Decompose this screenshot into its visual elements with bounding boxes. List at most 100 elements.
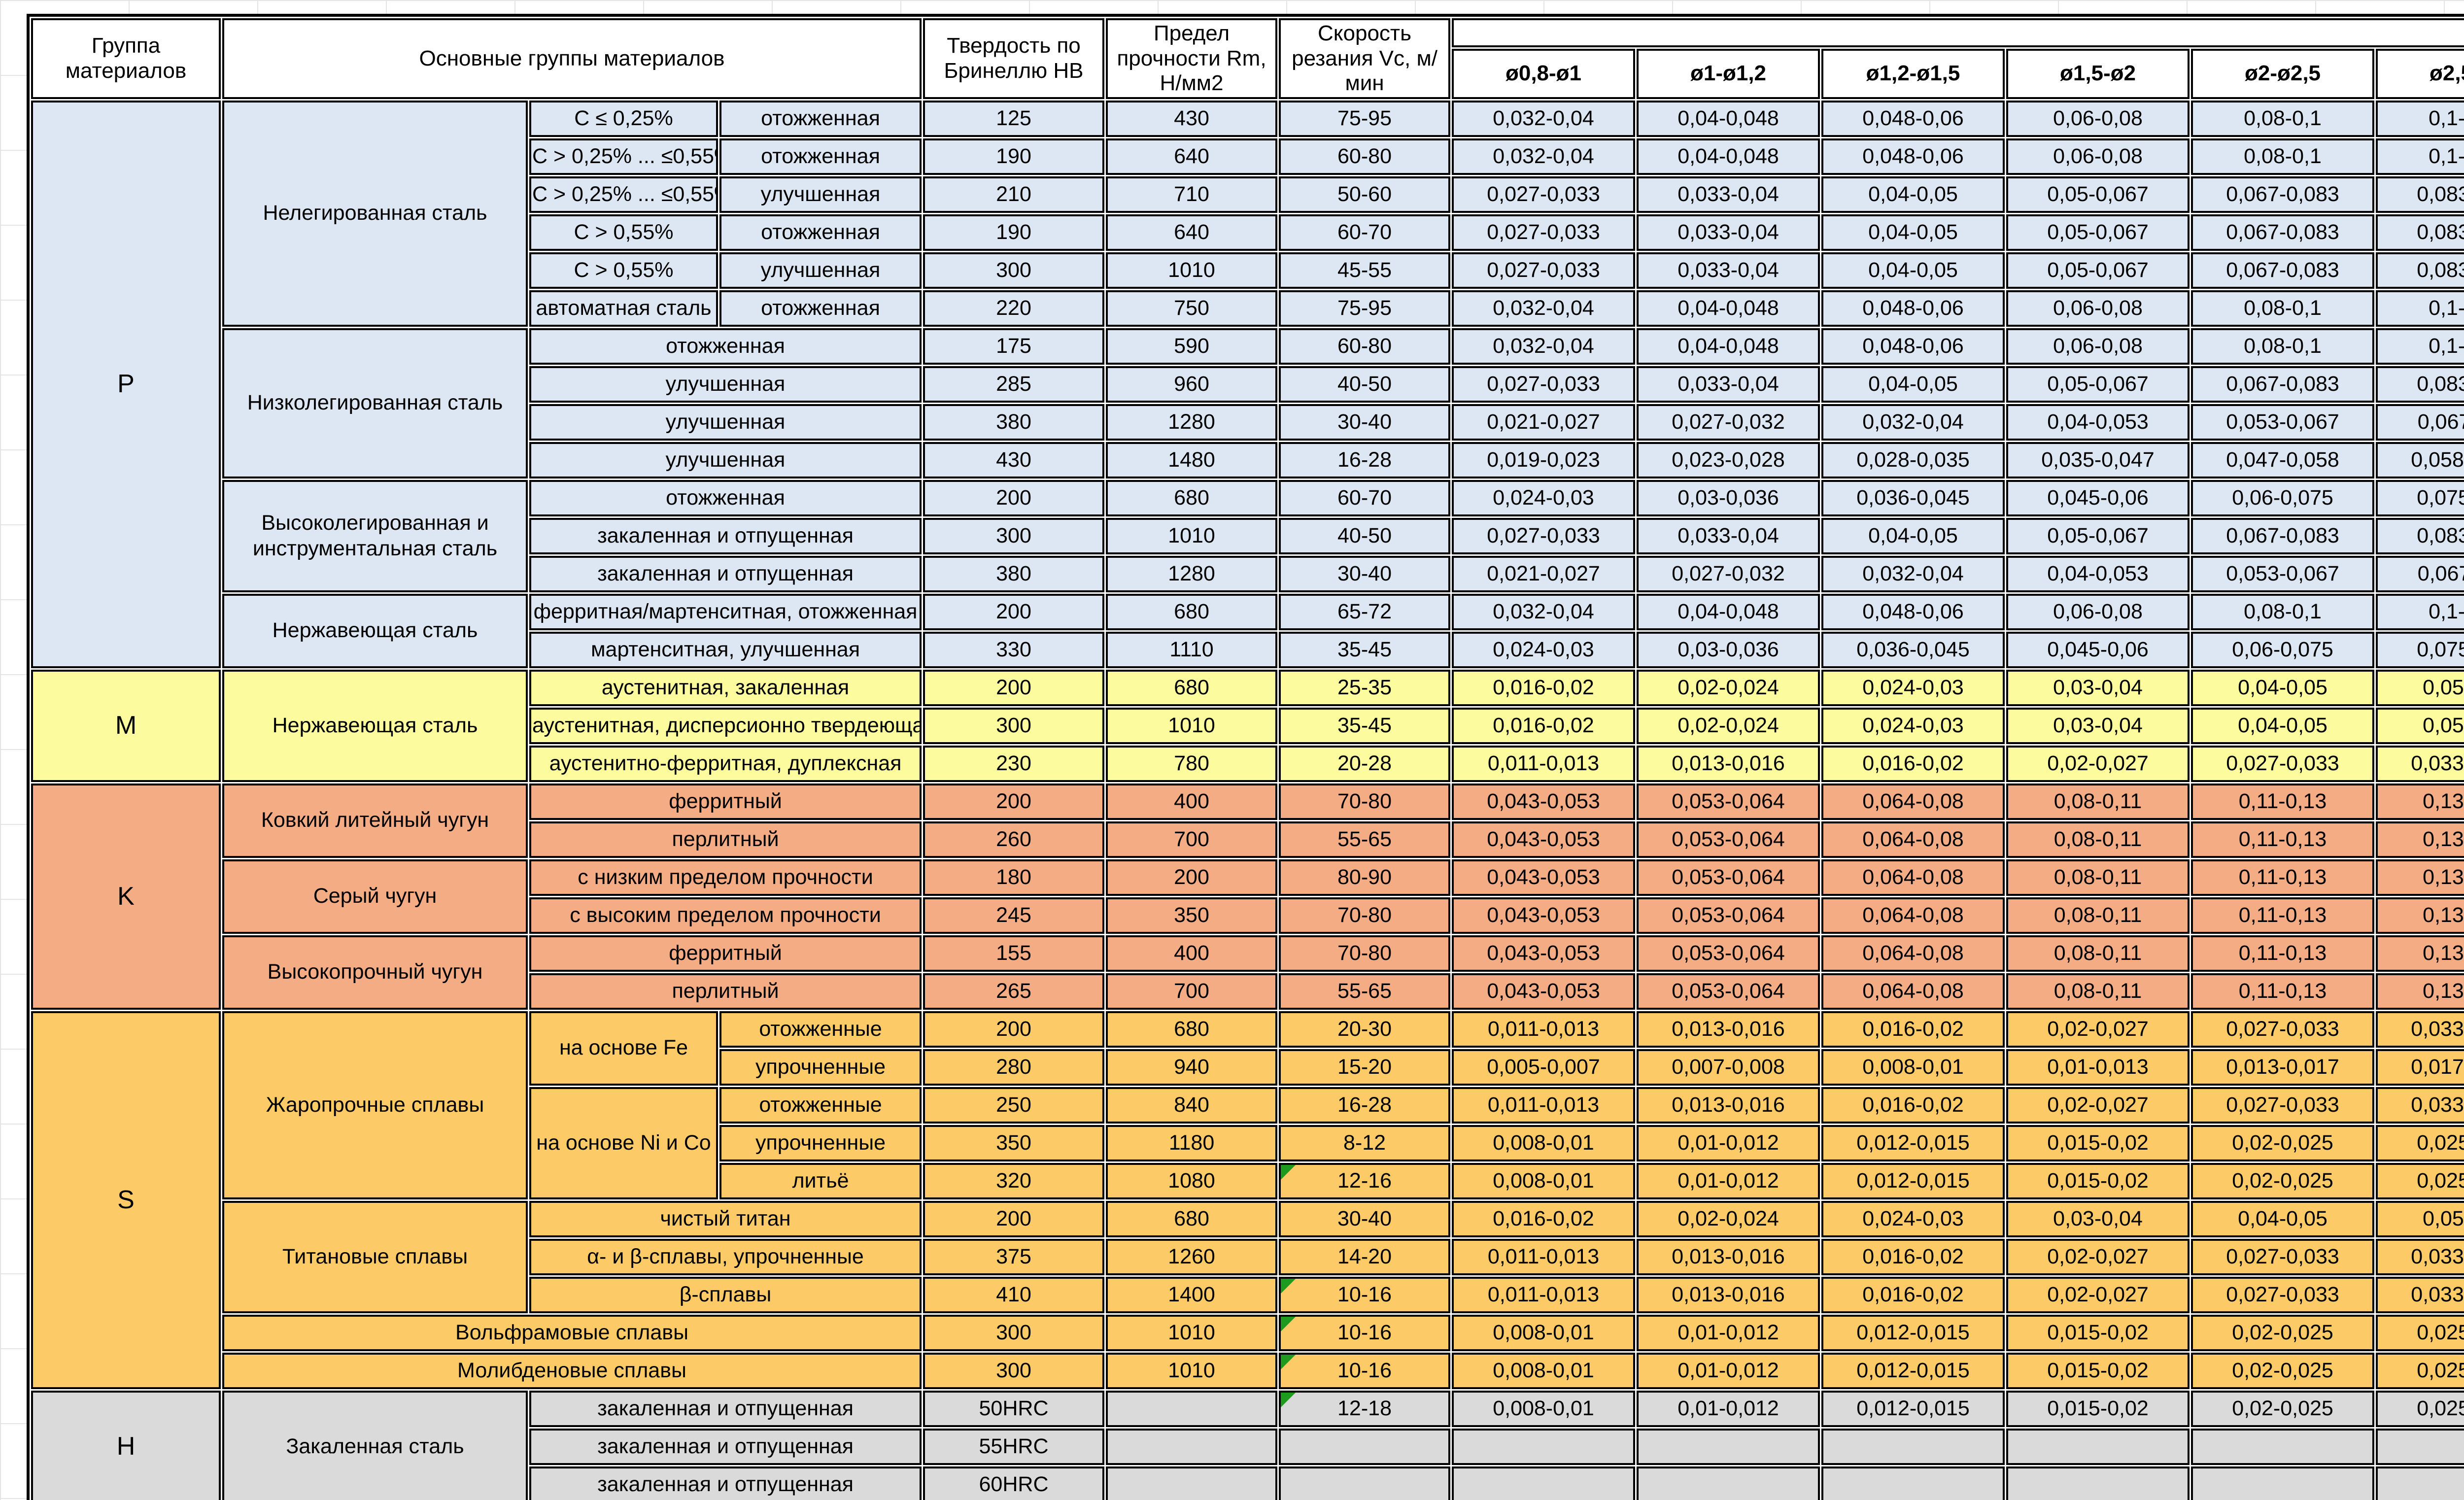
feed-cell[interactable]: 0,1-0,16 [2376, 290, 2464, 327]
feed-cell[interactable]: 0,03-0,04 [2006, 669, 2190, 706]
feed-cell[interactable]: 0,023-0,028 [1637, 442, 1820, 478]
feed-cell[interactable]: 0,025-0,04 [2376, 1314, 2464, 1351]
material-family-cell[interactable]: Нержавеющая сталь [222, 593, 528, 668]
feed-cell[interactable] [1821, 1428, 2005, 1465]
hardness-cell[interactable]: 380 [923, 555, 1105, 592]
material-subgroup-cell[interactable]: закаленная и отпущенная [529, 1466, 922, 1500]
feed-cell[interactable]: 0,011-0,013 [1452, 1276, 1636, 1313]
material-subgroup-cell[interactable]: литьё [719, 1162, 922, 1199]
feed-cell[interactable]: 0,019-0,023 [1452, 442, 1636, 478]
strength-cell[interactable]: 640 [1106, 138, 1278, 175]
strength-cell[interactable]: 680 [1106, 479, 1278, 516]
feed-cell[interactable]: 0,027-0,032 [1637, 555, 1820, 592]
feed-cell[interactable]: 0,04-0,048 [1637, 290, 1820, 327]
column-header-main-groups[interactable]: Основные группы материалов [222, 18, 922, 99]
feed-cell[interactable]: 0,008-0,01 [1452, 1314, 1636, 1351]
feed-cell[interactable]: 0,08-0,1 [2191, 593, 2375, 630]
feed-cell[interactable]: 0,027-0,033 [2191, 1011, 2375, 1048]
feed-cell[interactable]: 0,053-0,064 [1637, 973, 1820, 1010]
hardness-cell[interactable]: 380 [923, 404, 1105, 441]
speed-cell[interactable]: 16-28 [1279, 442, 1451, 478]
material-family-cell[interactable]: Нелегированная сталь [222, 100, 528, 327]
feed-cell[interactable]: 0,048-0,06 [1821, 100, 2005, 137]
feed-cell[interactable]: 0,024-0,03 [1821, 669, 2005, 706]
feed-cell[interactable]: 0,048-0,06 [1821, 138, 2005, 175]
material-family-cell[interactable]: Серый чугун [222, 859, 528, 934]
feed-cell[interactable]: 0,04-0,048 [1637, 138, 1820, 175]
hardness-cell[interactable]: 190 [923, 214, 1105, 251]
feed-cell[interactable]: 0,012-0,015 [1821, 1390, 2005, 1427]
speed-cell[interactable]: 16-28 [1279, 1087, 1451, 1124]
feed-cell[interactable]: 0,05-0,08 [2376, 707, 2464, 744]
feed-cell[interactable]: 0,08-0,11 [2006, 821, 2190, 858]
speed-cell[interactable]: 60-70 [1279, 214, 1451, 251]
material-subgroup-cell[interactable]: С > 0,55% [529, 252, 718, 289]
feed-cell[interactable]: 0,13-0,21 [2376, 973, 2464, 1010]
feed-cell[interactable]: 0,03-0,04 [2006, 1200, 2190, 1237]
feed-cell[interactable]: 0,06-0,08 [2006, 100, 2190, 137]
feed-cell[interactable]: 0,043-0,053 [1452, 973, 1636, 1010]
feed-cell[interactable]: 0,067-0,083 [2191, 176, 2375, 213]
feed-cell[interactable]: 0,021-0,027 [1452, 555, 1636, 592]
material-subgroup-cell[interactable]: отожженная [529, 328, 922, 365]
feed-cell[interactable]: 0,083-0,13 [2376, 214, 2464, 251]
feed-cell[interactable]: 0,008-0,01 [1452, 1162, 1636, 1199]
feed-cell[interactable]: 0,13-0,21 [2376, 897, 2464, 934]
feed-cell[interactable]: 0,053-0,067 [2191, 404, 2375, 441]
strength-cell[interactable]: 700 [1106, 973, 1278, 1010]
feed-cell[interactable]: 0,064-0,08 [1821, 821, 2005, 858]
material-subgroup-cell[interactable]: закаленная и отпущенная [529, 555, 922, 592]
feed-cell[interactable]: 0,008-0,01 [1452, 1352, 1636, 1389]
hardness-cell[interactable]: 220 [923, 290, 1105, 327]
material-subgroup-cell[interactable]: С ≤ 0,25% [529, 100, 718, 137]
feed-cell[interactable]: 0,048-0,06 [1821, 593, 2005, 630]
feed-cell[interactable]: 0,11-0,13 [2191, 783, 2375, 820]
column-header-speed[interactable]: Скорость резания Vc, м/мин [1279, 18, 1451, 99]
feed-cell[interactable]: 0,025-0,04 [2376, 1162, 2464, 1199]
feed-cell[interactable]: 0,11-0,13 [2191, 897, 2375, 934]
material-subgroup-cell[interactable]: β-сплавы [529, 1276, 922, 1313]
feed-cell[interactable]: 0,02-0,027 [2006, 745, 2190, 782]
feed-cell[interactable]: 0,033-0,053 [2376, 745, 2464, 782]
feed-cell[interactable]: 0,02-0,027 [2006, 1238, 2190, 1275]
feed-cell[interactable]: 0,028-0,035 [1821, 442, 2005, 478]
speed-cell[interactable]: 30-40 [1279, 404, 1451, 441]
feed-cell[interactable]: 0,011-0,013 [1452, 1087, 1636, 1124]
feed-cell[interactable]: 0,015-0,02 [2006, 1314, 2190, 1351]
material-subgroup-cell[interactable]: перлитный [529, 821, 922, 858]
feed-cell[interactable]: 0,008-0,01 [1452, 1390, 1636, 1427]
feed-cell[interactable]: 0,064-0,08 [1821, 935, 2005, 972]
feed-cell[interactable]: 0,04-0,05 [1821, 252, 2005, 289]
material-subgroup-cell[interactable]: на основе Fe [529, 1011, 718, 1086]
column-header-strength[interactable]: Предел прочности Rm, Н/мм2 [1106, 18, 1278, 99]
feed-cell[interactable]: 0,016-0,02 [1821, 1087, 2005, 1124]
feed-cell[interactable]: 0,016-0,02 [1452, 707, 1636, 744]
feed-cell[interactable]: 0,024-0,03 [1821, 707, 2005, 744]
feed-cell[interactable]: 0,064-0,08 [1821, 973, 2005, 1010]
material-subgroup-cell[interactable]: автоматная сталь [529, 290, 718, 327]
material-subgroup-cell[interactable]: с низким пределом прочности [529, 859, 922, 896]
feed-cell[interactable]: 0,012-0,015 [1821, 1162, 2005, 1199]
feed-cell[interactable]: 0,048-0,06 [1821, 328, 2005, 365]
feed-cell[interactable]: 0,053-0,064 [1637, 821, 1820, 858]
feed-cell[interactable]: 0,053-0,064 [1637, 859, 1820, 896]
speed-cell[interactable]: 8-12 [1279, 1125, 1451, 1161]
feed-cell[interactable]: 0,064-0,08 [1821, 783, 2005, 820]
feed-cell[interactable]: 0,033-0,053 [2376, 1238, 2464, 1275]
feed-cell[interactable]: 0,01-0,012 [1637, 1390, 1820, 1427]
feed-cell[interactable]: 0,08-0,11 [2006, 783, 2190, 820]
material-subgroup-cell[interactable]: отожженная [529, 479, 922, 516]
feed-cell[interactable]: 0,05-0,067 [2006, 176, 2190, 213]
strength-cell[interactable]: 200 [1106, 859, 1278, 896]
hardness-cell[interactable]: 300 [923, 517, 1105, 554]
strength-cell[interactable]: 700 [1106, 821, 1278, 858]
strength-cell[interactable] [1106, 1390, 1278, 1427]
material-subgroup-cell[interactable]: улучшенная [529, 366, 922, 403]
feed-cell[interactable]: 0,048-0,06 [1821, 290, 2005, 327]
material-subgroup-cell[interactable]: упрочненные [719, 1125, 922, 1161]
feed-cell[interactable]: 0,1-0,16 [2376, 328, 2464, 365]
feed-cell[interactable]: 0,02-0,027 [2006, 1276, 2190, 1313]
feed-cell[interactable]: 0,04-0,05 [2191, 707, 2375, 744]
material-subgroup-cell[interactable]: Молибденовые сплавы [222, 1352, 922, 1389]
feed-cell[interactable]: 0,015-0,02 [2006, 1352, 2190, 1389]
